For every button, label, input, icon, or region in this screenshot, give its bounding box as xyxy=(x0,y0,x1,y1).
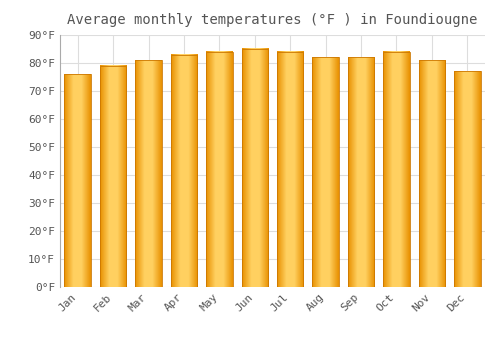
Bar xyxy=(418,60,445,287)
Bar xyxy=(170,55,197,287)
Bar xyxy=(312,57,339,287)
Bar xyxy=(242,49,268,287)
Bar xyxy=(348,57,374,287)
Bar xyxy=(383,52,409,287)
Bar xyxy=(100,66,126,287)
Bar xyxy=(206,52,233,287)
Title: Average monthly temperatures (°F ) in Foundiougne: Average monthly temperatures (°F ) in Fo… xyxy=(68,13,478,27)
Bar xyxy=(454,71,480,287)
Bar xyxy=(64,74,91,287)
Bar xyxy=(136,60,162,287)
Bar xyxy=(277,52,303,287)
